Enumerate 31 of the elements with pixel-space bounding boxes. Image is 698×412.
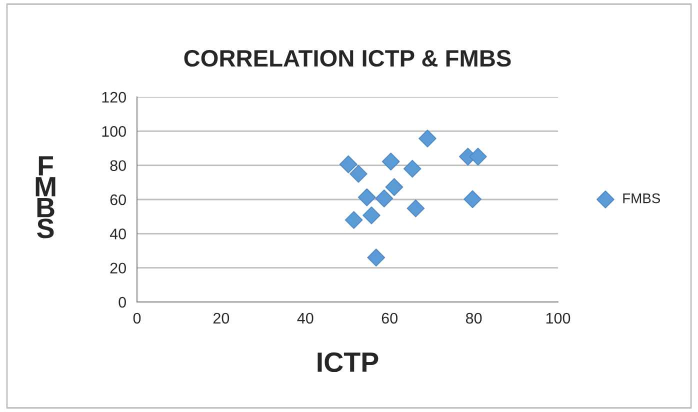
y-tick-label: 120 bbox=[102, 92, 126, 103]
point bbox=[469, 148, 487, 166]
point bbox=[367, 248, 386, 267]
point bbox=[406, 199, 425, 218]
point bbox=[358, 188, 376, 206]
point bbox=[375, 190, 394, 208]
y-tick-label: 40 bbox=[110, 228, 126, 240]
point bbox=[344, 211, 363, 229]
y-tick-label: 80 bbox=[110, 160, 126, 172]
x-tick-label: 80 bbox=[466, 312, 482, 324]
chart-title: CORRELATION ICTP & FMBS bbox=[184, 50, 511, 67]
point bbox=[418, 130, 436, 148]
y-tick-label: 20 bbox=[110, 262, 126, 274]
x-tick-label: 40 bbox=[297, 312, 314, 324]
point bbox=[362, 206, 380, 224]
x-tick-label: 100 bbox=[546, 312, 570, 324]
y-tick-label: 100 bbox=[102, 126, 126, 137]
y-tick-label: 0 bbox=[118, 296, 126, 308]
y-tick-label: 60 bbox=[110, 194, 126, 206]
point bbox=[350, 164, 368, 183]
x-tick-label: 0 bbox=[133, 312, 141, 324]
point bbox=[403, 160, 422, 178]
x-tick-label: 60 bbox=[382, 312, 398, 324]
y-axis-title: F M B S bbox=[36, 156, 56, 238]
x-tick-label: 20 bbox=[213, 312, 230, 324]
point bbox=[382, 152, 400, 170]
point bbox=[385, 178, 404, 196]
point bbox=[464, 190, 482, 208]
point bbox=[339, 155, 358, 174]
legend-label: FMBS bbox=[623, 193, 660, 204]
x-axis-title: ICTP bbox=[318, 352, 378, 372]
